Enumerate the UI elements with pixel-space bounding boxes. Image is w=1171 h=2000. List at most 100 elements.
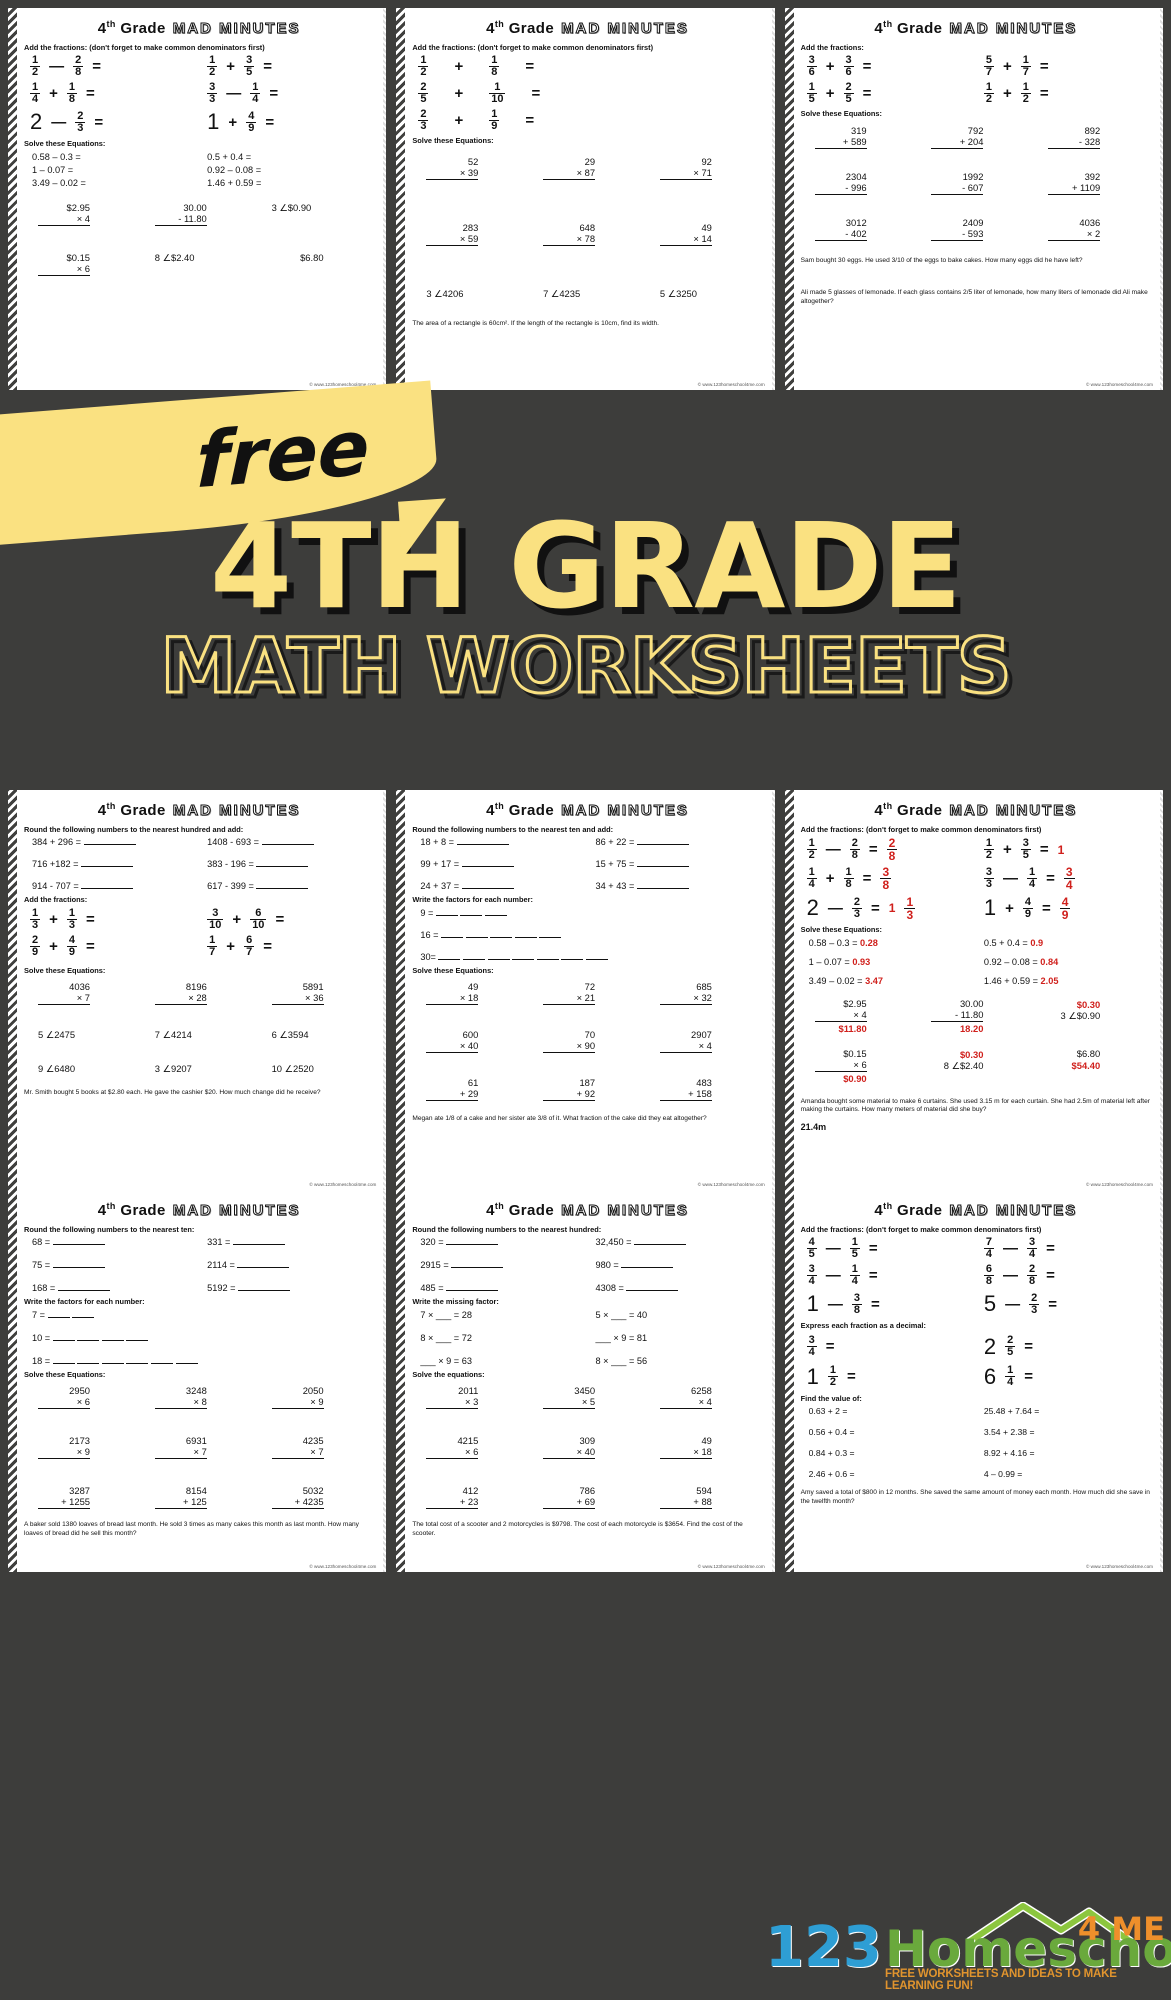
missing-factor-label: Write the missing factor: [412, 1297, 499, 1307]
house-roof-icon [966, 1902, 1134, 1944]
fraction-problem: 1—3 8 = [806, 1291, 880, 1317]
decimal-problem: 1.46 + 0.59 = 2.05 [983, 975, 1059, 986]
logo-123: 123 [765, 1915, 882, 1980]
column-arithmetic-row: 61 + 29 187 + 92 483 + 158 [412, 1077, 762, 1101]
column-arithmetic-row: $0.15 × 6 $0.90 $0.30 8 ∠$2.40 $6.80 $54.40 [801, 1048, 1151, 1084]
column-problem: 49 × 18 [646, 1435, 763, 1459]
column-problem: 3 ∠4206 [426, 287, 464, 299]
round-problem: 716 +182 = [24, 859, 199, 869]
round-problem: 485 = [412, 1283, 587, 1293]
round-row: 68 = 331 = [24, 1237, 374, 1247]
column-problem: 4036 × 7 [24, 981, 141, 1005]
column-problem: 7 ∠4214 [154, 1028, 192, 1040]
round-problem: 68 = [24, 1237, 199, 1247]
round-problem: 320 = [412, 1237, 587, 1247]
fraction-problem: 2—2 3 = [30, 109, 104, 135]
factor-row: 16 = [412, 930, 762, 940]
worksheet-sheet-5[interactable]: 4th Grade MAD MINUTES Round the following… [396, 790, 775, 1190]
column-problem: 792 + 204 [917, 125, 1034, 149]
column-problem: 4036 × 2 [1034, 217, 1151, 241]
decimal-problem: 3.49 – 0.02 = 3.47 [808, 975, 884, 986]
worksheet-title: 4th Grade MAD MINUTES [874, 801, 1078, 820]
worksheet-sheet-7[interactable]: 4th Grade MAD MINUTES Round the following… [8, 1190, 387, 1572]
worksheet-title: 4th Grade MAD MINUTES [486, 1201, 689, 1220]
column-arithmetic-row: $0.15 × 6 8 ∠$2.40 $6.80 [24, 252, 374, 276]
round-row: 914 - 707 = 617 - 399 = [24, 881, 374, 891]
factors-label: Write the factors for each number: [24, 1297, 145, 1307]
column-arithmetic-row: 4036 × 7 8196 × 28 5891 × 36 [24, 981, 374, 1005]
round-row: 384 + 296 = 1408 - 693 = [24, 837, 374, 847]
factor-row: 18 = [24, 1356, 374, 1366]
value-problem: 25.48 + 7.64 = [983, 1405, 1040, 1416]
worksheet-sheet-9[interactable]: 4th Grade MAD MINUTES Add the fractions: … [784, 1190, 1163, 1572]
instruction-text: Add the fractions: [800, 43, 864, 52]
factor-problem: 16 = [412, 930, 762, 940]
value-problem: 4 – 0.99 = [983, 1468, 1023, 1479]
worksheet-sheet-2[interactable]: 4th Grade MAD MINUTES Add the fractions: … [396, 8, 775, 390]
column-problem: $6.80 $54.40 [1071, 1047, 1101, 1071]
column-problem: 52 × 39 [412, 156, 529, 180]
worksheet-sheet-3[interactable]: 4th Grade MAD MINUTES Add the fractions: … [784, 8, 1163, 390]
copyright-text: © www.123homeschool4me.com [1086, 1564, 1153, 1569]
fraction-problem: 1 2 +3 5 = [207, 54, 272, 79]
decimal-problem: 0.5 + 0.4 = [207, 151, 252, 162]
column-problem: 8154 + 125 [141, 1485, 258, 1509]
missing-factor-row: 7 × ___ = 28 5 × ___ = 40 [412, 1310, 762, 1320]
value-row: 0.84 + 0.3 = 8.92 + 4.16 = [801, 1448, 1151, 1458]
column-problem: 3012- 402 [801, 217, 918, 241]
column-problem: 5 ∠3250 [659, 287, 697, 299]
fraction-problem: 2 5 +1 10 = [418, 81, 541, 106]
column-problem: 4215 × 6 [412, 1435, 529, 1459]
value-row: 0.63 + 2 = 25.48 + 7.64 = [801, 1406, 1151, 1416]
column-problem: 187 + 92 [529, 1077, 646, 1101]
column-problem: 61 + 29 [412, 1077, 529, 1101]
round-problem: 384 + 296 = [24, 837, 199, 847]
column-problem: 30.00- 11.80 [141, 202, 258, 226]
fraction-problem: 6 1 4 = [983, 1363, 1033, 1389]
round-row: 99 + 17 = 15 + 75 = [412, 859, 762, 869]
fraction-problem: 2 3 +1 9 = [418, 108, 535, 133]
fraction-row: 2 5 +1 10 = [412, 82, 762, 105]
ribbon-tail [398, 498, 450, 560]
worksheet-sheet-8[interactable]: 4th Grade MAD MINUTES Round the following… [396, 1190, 775, 1572]
fraction-problem: 1 4 +1 8 = 3 8 [806, 865, 892, 893]
factor-problem: 18 = [24, 1356, 374, 1366]
decimal-problem: 1.46 + 0.59 = [207, 177, 262, 188]
round-problem: 617 - 399 = [199, 881, 374, 891]
column-arithmetic-row: 2011 × 3 3450 × 5 6258 × 4 [412, 1385, 762, 1409]
fraction-problem: 4 5—1 5 = [806, 1236, 878, 1261]
fraction-problem: 1 5 +2 5 = [806, 81, 872, 106]
solve-label: Solve these Equations: [24, 139, 106, 149]
fraction-row: 1 4 +1 8 = 3 8 3 3—1 4 = 3 4 [801, 866, 1151, 891]
column-arithmetic-row: 2304- 996 1992- 607 392 + 1109 [801, 171, 1151, 195]
factor-problem: 9 = [412, 908, 762, 918]
logo-homeschool: Homeschool [885, 1920, 1171, 1978]
page-subtitle: MATH WORKSHEETS [159, 621, 1013, 710]
word-problem: The total cost of a scooter and 2 motorc… [412, 1520, 743, 1537]
column-problem: 2011 × 3 [412, 1385, 529, 1409]
solve-label: Solve these Equations: [800, 109, 882, 119]
worksheet-sheet-1[interactable]: 4th Grade MAD MINUTES Add the fractions: … [8, 8, 387, 390]
instruction-text: Add the fractions: (don't forget to make… [800, 825, 1042, 834]
column-arithmetic-row: 3287 + 1255 8154 + 125 5032 + 4235 [24, 1485, 374, 1509]
round-problem: 86 + 22 = [588, 837, 763, 847]
word-problem: Sam bought 30 eggs. He used 3/10 of the … [800, 256, 1083, 264]
value-problem: 2.46 + 0.6 = [808, 1468, 855, 1479]
worksheet-title: 4th Grade MAD MINUTES [97, 801, 301, 820]
solve-label: Solve these Equations: [24, 1369, 106, 1379]
decimal-problem: 1 – 0.07 = [32, 164, 74, 175]
round-problem: 2915 = [412, 1260, 587, 1270]
worksheet-sheet-6[interactable]: 4th Grade MAD MINUTES Add the fractions: … [784, 790, 1163, 1190]
round-problem: 168 = [24, 1283, 199, 1293]
column-arithmetic-row: 49 × 18 72 × 21 685 × 32 [412, 981, 762, 1005]
round-row: 24 + 37 = 34 + 43 = [412, 881, 762, 891]
decimal-row: 1 – 0.07 = 0.92 – 0.08 = [24, 165, 374, 175]
round-problem: 99 + 17 = [412, 859, 587, 869]
factor-row: 9 = [412, 908, 762, 918]
worksheet-sheet-4[interactable]: 4th Grade MAD MINUTES Round the following… [8, 790, 387, 1190]
find-value-label: Find the value of: [800, 1393, 862, 1403]
word-problem: Amy saved a total of $800 in 12 months. … [800, 1488, 1150, 1505]
column-problem: 2950 × 6 [24, 1385, 141, 1409]
